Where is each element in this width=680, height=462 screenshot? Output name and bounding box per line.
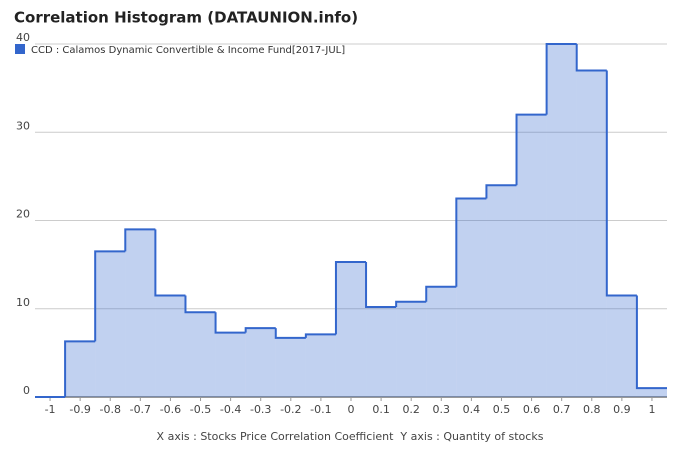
x-tick-label: -0.5	[190, 403, 211, 416]
histogram-bar	[636, 388, 667, 397]
y-tick-label: 0	[23, 384, 30, 397]
histogram-bar	[125, 229, 156, 397]
histogram-bar	[185, 312, 216, 397]
y-tick-label: 10	[16, 296, 30, 309]
histogram-bar	[305, 334, 336, 397]
histogram-bar	[606, 295, 637, 397]
step-outline	[635, 295, 667, 390]
step-outline	[485, 184, 517, 199]
histogram-bar	[396, 301, 427, 397]
histogram-bar	[95, 251, 126, 397]
histogram-bar	[546, 44, 577, 397]
step-outline	[94, 250, 126, 342]
step-outline	[274, 328, 306, 339]
step-outline	[395, 300, 427, 307]
histogram-bar	[576, 70, 607, 397]
x-tick-label: -0.2	[280, 403, 301, 416]
x-tick-label: 0.6	[523, 403, 541, 416]
histogram-bar	[426, 286, 457, 397]
histogram-bar	[65, 341, 96, 397]
chart-title: Correlation Histogram (DATAUNION.info)	[14, 9, 358, 27]
x-tick-label: -0.6	[160, 403, 181, 416]
x-tick-label: 0.5	[493, 403, 511, 416]
step-outline	[124, 228, 156, 252]
histogram-bar	[155, 295, 186, 397]
step-outline	[515, 113, 547, 186]
x-tick-label: -0.8	[100, 403, 121, 416]
step-outline	[425, 285, 457, 302]
x-tick-label: 0.2	[402, 403, 420, 416]
x-tick-label: -0.7	[130, 403, 151, 416]
y-tick-label: 30	[16, 119, 30, 132]
step-outline	[184, 295, 216, 314]
histogram-bar	[456, 198, 487, 397]
x-tick-label: -1	[45, 403, 56, 416]
x-tick-label: 0.8	[583, 403, 601, 416]
x-tick-label: 0.9	[613, 403, 631, 416]
histogram-bar	[245, 328, 276, 397]
x-tick-label: 0.4	[463, 403, 481, 416]
x-tick-label: -0.1	[310, 403, 331, 416]
legend-swatch	[15, 44, 25, 54]
x-tick-label: -0.4	[220, 403, 241, 416]
step-outline	[64, 340, 96, 397]
x-tick-label: 0.7	[553, 403, 571, 416]
step-outline	[545, 43, 577, 115]
x-tick-label: 0	[348, 403, 355, 416]
histogram-bar	[516, 114, 547, 397]
step-outline	[214, 312, 246, 334]
histogram-bar	[335, 261, 367, 397]
x-tick-label: -0.3	[250, 403, 271, 416]
x-axis-label: X axis : Stocks Price Correlation Coeffi…	[157, 430, 544, 443]
x-tick-label: 0.1	[372, 403, 390, 416]
histogram-bar	[486, 185, 517, 397]
step-outline	[334, 260, 367, 335]
step-outline	[575, 44, 607, 72]
step-outline	[605, 70, 637, 297]
legend-label: CCD : Calamos Dynamic Convertible & Inco…	[31, 45, 345, 56]
histogram-bar	[215, 332, 246, 397]
step-outline	[244, 327, 276, 333]
x-tick-label: -0.9	[69, 403, 90, 416]
step-outline	[365, 261, 397, 308]
histogram-bar	[275, 337, 306, 397]
x-tick-label: 1	[648, 403, 655, 416]
x-tick-label: 0.3	[433, 403, 451, 416]
y-tick-label: 20	[16, 208, 30, 221]
y-tick-label: 40	[16, 31, 30, 44]
step-outline	[304, 333, 336, 338]
step-outline	[455, 197, 487, 287]
histogram-bar	[366, 306, 397, 397]
step-outline	[154, 229, 186, 297]
